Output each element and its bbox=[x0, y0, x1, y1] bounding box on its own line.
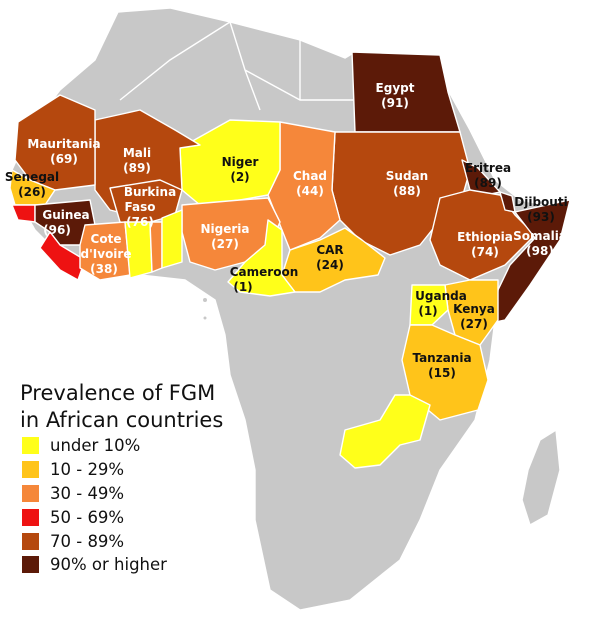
country-togo bbox=[149, 221, 163, 273]
country-guinea-bissau bbox=[11, 204, 36, 223]
legend-swatch-10-29 bbox=[22, 461, 39, 479]
legend-item: 30 - 49% bbox=[20, 482, 280, 506]
label-senegal: Senegal bbox=[5, 170, 59, 184]
label-kenya: Kenya bbox=[453, 302, 495, 316]
legend-label-30-49: 30 - 49% bbox=[50, 483, 125, 503]
value-tanzania: (15) bbox=[428, 366, 456, 380]
value-ethiopia: (74) bbox=[471, 245, 499, 259]
country-somalia bbox=[494, 199, 571, 323]
legend-item: under 10% bbox=[20, 434, 280, 458]
legend-item: 50 - 69% bbox=[20, 505, 280, 529]
legend-swatch-under-10 bbox=[22, 437, 39, 455]
country-tanzania bbox=[401, 324, 489, 421]
label-egypt: Egypt bbox=[376, 81, 415, 95]
legend-label-under-10: under 10% bbox=[50, 436, 141, 456]
value-eritrea: (89) bbox=[474, 176, 502, 190]
value-car: (24) bbox=[316, 258, 344, 272]
legend-label-10-29: 10 - 29% bbox=[50, 460, 125, 480]
value-cote-divoire: (38) bbox=[90, 262, 118, 276]
country-uganda bbox=[409, 284, 449, 326]
value-egypt: (91) bbox=[381, 96, 409, 110]
country-zambia bbox=[339, 394, 431, 469]
legend-swatch-70-89 bbox=[22, 532, 39, 550]
country-egypt bbox=[351, 51, 461, 133]
label-burkina-faso-2: Faso bbox=[125, 200, 156, 214]
legend-item: 70 - 89% bbox=[20, 529, 280, 553]
label-cote-divoire: Cote bbox=[91, 232, 122, 246]
label-somalia: Somalia bbox=[513, 229, 567, 243]
north-africa-borders bbox=[119, 21, 355, 111]
label-mauritania: Mauritania bbox=[27, 137, 100, 151]
legend-label-50-69: 50 - 69% bbox=[50, 507, 125, 527]
country-cameroon bbox=[227, 219, 296, 297]
country-sierra-leone bbox=[39, 231, 86, 281]
label-chad: Chad bbox=[293, 169, 327, 183]
legend-swatch-90-plus bbox=[22, 556, 39, 574]
value-nigeria: (27) bbox=[211, 237, 239, 251]
label-sudan: Sudan bbox=[386, 169, 428, 183]
value-chad: (44) bbox=[296, 184, 324, 198]
country-labels: Egypt (91) Mauritania (69) Mali (89) Nig… bbox=[5, 81, 568, 380]
legend-item: 10 - 29% bbox=[20, 458, 280, 482]
label-djibouti: Djibouti bbox=[514, 195, 567, 209]
label-cote-divoire-2: d'Ivoire bbox=[81, 247, 132, 261]
label-nigeria: Nigeria bbox=[200, 222, 249, 236]
label-tanzania: Tanzania bbox=[412, 351, 471, 365]
label-car: CAR bbox=[316, 243, 343, 257]
value-guinea: (96) bbox=[43, 223, 71, 237]
legend-title-line2: in African countries bbox=[20, 408, 224, 432]
country-benin bbox=[161, 209, 183, 269]
value-mauritania: (69) bbox=[50, 152, 78, 166]
legend-title-line1: Prevalence of FGM bbox=[20, 381, 216, 405]
label-ethiopia: Ethiopia bbox=[457, 230, 513, 244]
country-mauritania bbox=[14, 94, 96, 191]
value-sudan: (88) bbox=[393, 184, 421, 198]
label-eritrea: Eritrea bbox=[465, 161, 511, 175]
country-niger bbox=[179, 119, 281, 206]
label-cameroon: Cameroon bbox=[230, 265, 299, 279]
island-3 bbox=[208, 278, 212, 282]
label-burkina-faso: Burkina bbox=[124, 185, 176, 199]
value-uganda: (1) bbox=[418, 304, 437, 318]
label-uganda: Uganda bbox=[415, 289, 467, 303]
value-somalia: (98) bbox=[526, 244, 554, 258]
legend-item: 90% or higher bbox=[20, 553, 280, 577]
map-legend: Prevalence of FGM in African countries u… bbox=[20, 380, 280, 577]
country-kenya bbox=[444, 279, 499, 346]
island-1 bbox=[203, 298, 207, 302]
label-niger: Niger bbox=[222, 155, 259, 169]
value-kenya: (27) bbox=[460, 317, 488, 331]
country-guinea bbox=[34, 199, 96, 246]
value-cameroon: (1) bbox=[233, 280, 252, 294]
legend-label-90-plus: 90% or higher bbox=[50, 555, 167, 575]
legend-label-70-89: 70 - 89% bbox=[50, 531, 125, 551]
value-mali: (89) bbox=[123, 161, 151, 175]
legend-swatch-30-49 bbox=[22, 484, 39, 502]
label-guinea: Guinea bbox=[42, 208, 89, 222]
label-mali: Mali bbox=[123, 146, 151, 160]
value-senegal: (26) bbox=[18, 185, 46, 199]
value-burkina-faso: (76) bbox=[126, 215, 154, 229]
island-2 bbox=[203, 316, 207, 320]
value-niger: (2) bbox=[230, 170, 249, 184]
country-ethiopia bbox=[429, 189, 536, 281]
value-djibouti: (93) bbox=[527, 210, 555, 224]
legend-swatch-50-69 bbox=[22, 508, 39, 526]
madagascar bbox=[521, 429, 561, 526]
